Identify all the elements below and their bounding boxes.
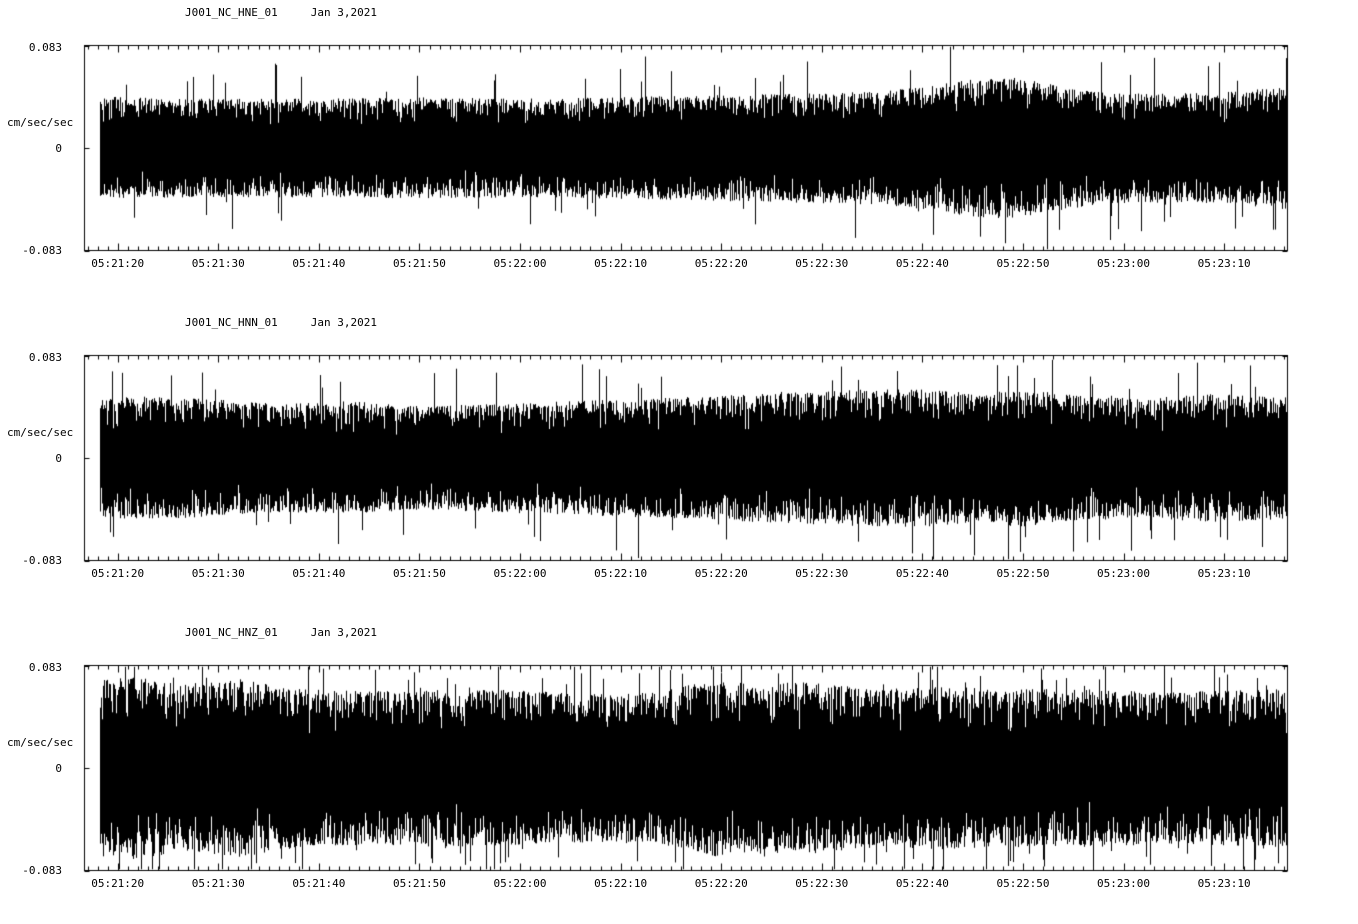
y-tick-zero: 0: [55, 142, 62, 155]
y-tick-max: 0.083: [28, 661, 62, 674]
x-tick-label: 05:21:40: [292, 567, 346, 580]
x-tick-label: 05:21:40: [292, 877, 346, 890]
x-tick-label: 05:21:20: [91, 567, 145, 580]
x-tick-label: 05:22:20: [694, 257, 748, 270]
trace-id: J001_NC_HNZ_01: [185, 626, 278, 639]
seismogram-panel-hnn: J001_NC_HNN_01 Jan 3,2021 0.083 cm/sec/se…: [0, 310, 1358, 610]
y-tick-max: 0.083: [28, 351, 62, 364]
seismogram-panel-hnz: J001_NC_HNZ_01 Jan 3,2021 0.083 cm/sec/se…: [0, 620, 1358, 920]
x-tick-label: 05:21:30: [191, 877, 245, 890]
y-tick-min: -0.083: [22, 244, 62, 257]
x-tick-label: 05:22:50: [996, 257, 1050, 270]
x-tick-label: 05:22:10: [594, 257, 648, 270]
x-tick-label: 05:22:40: [895, 257, 949, 270]
x-tick-label: 05:22:40: [895, 877, 949, 890]
trace-date: Jan 3,2021: [310, 6, 377, 19]
trace-date: Jan 3,2021: [310, 316, 377, 329]
x-tick-label: 05:23:10: [1197, 877, 1251, 890]
x-tick-label: 05:21:20: [91, 877, 145, 890]
x-tick-label: 05:23:00: [1097, 257, 1151, 270]
x-axis-labels: 05:21:20 05:21:30 05:21:40 05:21:50 05:22:00…: [0, 877, 1358, 893]
x-tick-label: 05:23:10: [1197, 257, 1251, 270]
x-tick-label: 05:22:30: [795, 877, 849, 890]
x-tick-label: 05:21:50: [392, 257, 446, 270]
x-tick-label: 05:23:00: [1097, 567, 1151, 580]
x-tick-label: 05:22:50: [996, 877, 1050, 890]
x-axis-labels: 05:21:20 05:21:30 05:21:40 05:21:50 05:22:00…: [0, 567, 1358, 583]
x-tick-label: 05:22:10: [594, 877, 648, 890]
trace-title: J001_NC_HNZ_01 Jan 3,2021: [185, 626, 377, 639]
x-tick-label: 05:22:10: [594, 567, 648, 580]
y-tick-zero: 0: [55, 452, 62, 465]
x-tick-label: 05:22:00: [493, 567, 547, 580]
x-tick-label: 05:21:40: [292, 257, 346, 270]
waveform-plot-hnn: [0, 310, 1358, 566]
waveform-plot-hne: [0, 0, 1358, 256]
y-tick-min: -0.083: [22, 554, 62, 567]
trace-date: Jan 3,2021: [310, 626, 377, 639]
x-tick-label: 05:23:00: [1097, 877, 1151, 890]
x-tick-label: 05:21:50: [392, 877, 446, 890]
x-tick-label: 05:22:50: [996, 567, 1050, 580]
seismogram-panel-hne: J001_NC_HNE_01 Jan 3,2021 0.083 cm/sec/se…: [0, 0, 1358, 300]
x-tick-label: 05:22:00: [493, 257, 547, 270]
x-tick-label: 05:22:20: [694, 567, 748, 580]
trace-title: J001_NC_HNE_01 Jan 3,2021: [185, 6, 377, 19]
waveform-plot-hnz: [0, 620, 1358, 876]
x-tick-label: 05:21:30: [191, 567, 245, 580]
x-tick-label: 05:22:40: [895, 567, 949, 580]
trace-id: J001_NC_HNN_01: [185, 316, 278, 329]
x-tick-label: 05:21:30: [191, 257, 245, 270]
y-tick-zero: 0: [55, 762, 62, 775]
y-axis-unit-label: cm/sec/sec: [7, 116, 74, 129]
x-tick-label: 05:22:00: [493, 877, 547, 890]
y-axis-unit-label: cm/sec/sec: [7, 736, 74, 749]
y-axis-unit-label: cm/sec/sec: [7, 426, 74, 439]
trace-title: J001_NC_HNN_01 Jan 3,2021: [185, 316, 377, 329]
trace-id: J001_NC_HNE_01: [185, 6, 278, 19]
x-axis-labels: 05:21:20 05:21:30 05:21:40 05:21:50 05:22:00…: [0, 257, 1358, 273]
x-tick-label: 05:22:30: [795, 567, 849, 580]
y-tick-max: 0.083: [28, 41, 62, 54]
x-tick-label: 05:21:50: [392, 567, 446, 580]
x-tick-label: 05:22:30: [795, 257, 849, 270]
x-tick-label: 05:22:20: [694, 877, 748, 890]
x-tick-label: 05:21:20: [91, 257, 145, 270]
y-tick-min: -0.083: [22, 864, 62, 877]
x-tick-label: 05:23:10: [1197, 567, 1251, 580]
